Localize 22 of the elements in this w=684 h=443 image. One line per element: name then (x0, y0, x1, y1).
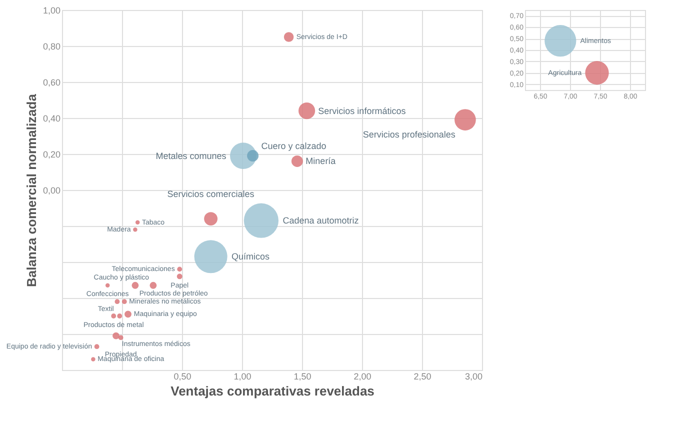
x-tick-label: 2,00 (354, 372, 372, 382)
annotation: Químicos (231, 252, 270, 262)
y-tick-label: 0,80 (42, 42, 60, 52)
annotation: Servicios comerciales (167, 189, 255, 200)
x-tick-label: 2,50 (414, 372, 432, 382)
annotation: Cuero y calzado (261, 140, 326, 151)
x-tick-label: 1,00 (234, 372, 252, 382)
x-tick-label: 1,50 (294, 372, 312, 382)
y-tick-label: 0,20 (42, 150, 60, 160)
y-tick-label: 0,40 (42, 114, 60, 124)
annotation: Servicios profesionales (362, 130, 456, 140)
annotation: Minería (306, 156, 336, 166)
y-tick-label: 1,00 (42, 6, 60, 16)
annotation: Metales comunes (156, 150, 227, 161)
annotation: Cadena automotriz (282, 216, 360, 226)
y-axis-title: Balanza comercial normalizada (24, 93, 39, 287)
x-tick-label: 3,00 (464, 372, 482, 382)
y-tick-label: 0,60 (42, 78, 60, 88)
x-tick-label: 0,50 (174, 372, 192, 382)
y-tick-label: 0,00 (42, 186, 60, 196)
annotation: Servicios informáticos (318, 106, 406, 116)
x-axis-title: Ventajas comparativas reveladas (170, 384, 374, 398)
